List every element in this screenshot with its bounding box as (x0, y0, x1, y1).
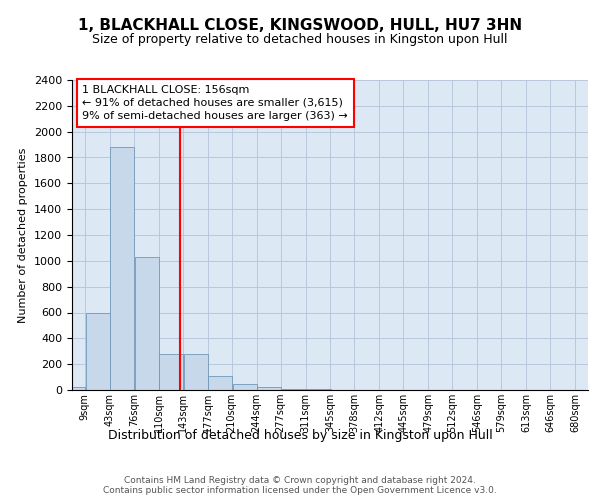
Text: 1 BLACKHALL CLOSE: 156sqm
← 91% of detached houses are smaller (3,615)
9% of sem: 1 BLACKHALL CLOSE: 156sqm ← 91% of detac… (82, 84, 348, 121)
Y-axis label: Number of detached properties: Number of detached properties (19, 148, 28, 322)
Bar (159, 354, 183, 390)
Text: 1, BLACKHALL CLOSE, KINGSWOOD, HULL, HU7 3HN: 1, BLACKHALL CLOSE, KINGSWOOD, HULL, HU7… (78, 18, 522, 32)
Bar (86, 312, 110, 390)
Bar (135, 257, 159, 390)
Bar (61, 387, 85, 390)
Text: Contains HM Land Registry data © Crown copyright and database right 2024.
Contai: Contains HM Land Registry data © Crown c… (103, 476, 497, 495)
Bar (110, 147, 134, 390)
Text: Size of property relative to detached houses in Kingston upon Hull: Size of property relative to detached ho… (92, 32, 508, 46)
Bar (184, 354, 208, 390)
Bar (208, 376, 232, 390)
Bar (282, 388, 305, 390)
Text: Distribution of detached houses by size in Kingston upon Hull: Distribution of detached houses by size … (107, 428, 493, 442)
Bar (257, 387, 281, 390)
Bar (233, 384, 257, 390)
